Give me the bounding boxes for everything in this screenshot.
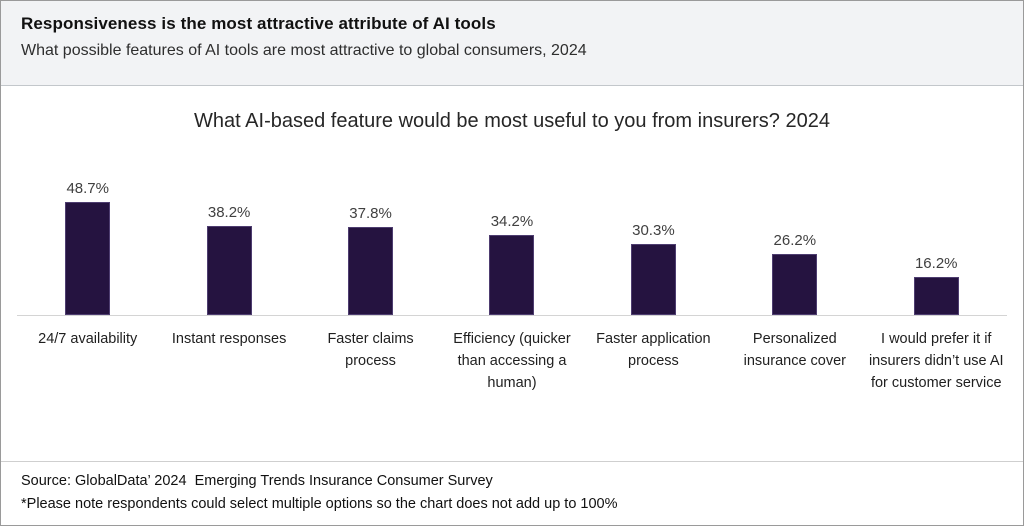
category-label: Efficiency (quicker than accessing a hum… (453, 331, 571, 391)
bar-column: 30.3% (583, 178, 724, 315)
footer: Source: GlobalData’ 2024 Emerging Trends… (1, 461, 1023, 525)
category-label: Faster application process (596, 331, 711, 369)
bar-column: 38.2% (158, 178, 299, 315)
footnote-text: *Please note respondents could select mu… (21, 496, 618, 512)
bar (206, 226, 252, 315)
bar (348, 227, 394, 315)
category-label: Personalized insurance cover (743, 331, 846, 369)
bar-value-label: 34.2% (490, 213, 534, 230)
bar (913, 277, 959, 315)
category-label: I would prefer it if insurers didn’t use… (868, 331, 1004, 391)
bar (65, 202, 111, 315)
chart-title: What AI-based feature would be most usef… (194, 110, 830, 132)
bar (489, 235, 535, 315)
category-label: 24/7 availability (38, 331, 138, 347)
chart-panel: What AI-based feature would be most usef… (1, 86, 1023, 461)
source-text: Source: GlobalData’ 2024 Emerging Trends… (21, 473, 493, 489)
bar-value-label: 30.3% (632, 222, 675, 239)
page-title: Responsiveness is the most attractive at… (21, 14, 496, 33)
bar-value-label: 16.2% (914, 255, 958, 272)
bar-column: 34.2% (441, 178, 582, 315)
bar-value-label: 26.2% (773, 232, 817, 249)
category-label: Faster claims process (327, 331, 414, 369)
bar (772, 254, 818, 315)
bar-column: 26.2% (724, 178, 865, 315)
category-label: Instant responses (171, 331, 287, 347)
header: Responsiveness is the most attractive at… (1, 1, 1023, 86)
page-subtitle: What possible features of AI tools are m… (21, 42, 587, 59)
bar-column: 37.8% (300, 178, 441, 315)
bar-value-label: 38.2% (207, 204, 251, 221)
plot-area: 48.7% 38.2% 37.8% 34.2% 30.3% 26.2% 16.2% (17, 178, 1007, 316)
category-axis: 24/7 availability Instant responses Faster… (17, 316, 1007, 394)
bar-column: 16.2% (866, 178, 1007, 315)
bar-value-label: 37.8% (349, 205, 392, 222)
bar (630, 244, 676, 315)
bar-value-label: 48.7% (66, 180, 109, 197)
bar-column: 48.7% (17, 178, 158, 315)
